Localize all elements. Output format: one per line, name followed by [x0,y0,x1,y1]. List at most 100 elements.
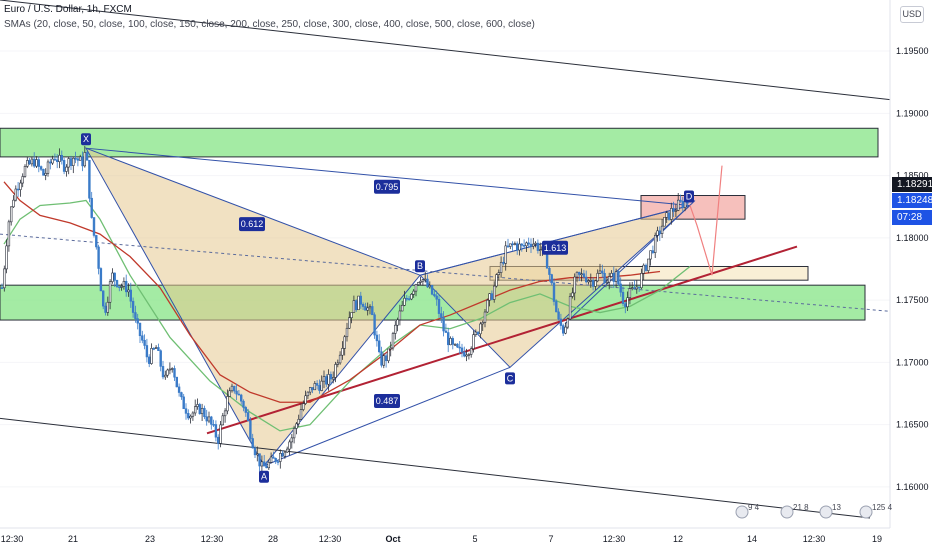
candle-body [373,314,376,336]
candle-body [189,415,192,419]
event-flag-icon [780,505,794,519]
candle-body [488,293,491,301]
candle-body [152,348,155,350]
candle-body [35,159,38,167]
candle-body [198,404,201,415]
candle-body [361,303,365,307]
candle-body [325,376,328,385]
candle-body [16,188,20,191]
candle-body [573,276,576,294]
candle-body [566,318,570,328]
candle-body [143,339,146,346]
candle-body [134,312,137,319]
candle-body [108,281,112,303]
candle-body [428,285,431,288]
candle-body [318,385,321,391]
candle-body [44,172,47,176]
time-tick-label: 12:30 [803,534,826,544]
candle-body [651,250,655,253]
candle-body [39,166,43,170]
candle-body [32,158,36,167]
candle-body [217,436,220,444]
candle-body [444,330,448,333]
candle-body [435,295,438,300]
candle-body [331,377,335,380]
price-tick-label: 1.17000 [896,357,929,367]
candle-body [637,286,641,289]
event-flag-icon [819,505,833,519]
channel-line [0,0,891,101]
candle-body [633,287,636,290]
candle-body [187,413,190,419]
candle-body [51,158,54,164]
ratio-label: 1.613 [544,243,567,253]
candle-body [118,286,121,288]
price-tick-label: 1.16500 [896,420,929,430]
ratio-badge [542,240,568,255]
candle-body [382,355,385,366]
candle-body [407,298,411,300]
time-tick-label: 19 [872,534,882,544]
candle-body [191,412,195,417]
candle-body [154,347,158,349]
candle-body [214,424,218,438]
candle-body [617,271,620,285]
candle-body [341,348,344,356]
currency-button[interactable]: USD [900,6,924,23]
candle-body [548,267,551,275]
candle-body [442,317,445,332]
candle-body [5,245,8,270]
candle-body [203,407,206,418]
bd-leg [419,204,691,276]
candle-body [262,461,266,467]
candle-body [364,306,367,311]
candle-body [28,160,31,165]
candle-body [663,217,666,227]
candle-body [513,243,517,245]
candle-body [295,423,298,429]
candle-body [628,288,632,298]
candle-body [621,291,625,304]
candle-body [336,362,339,365]
candle-body [276,461,280,463]
candle-body [658,230,662,234]
candle-body [594,280,597,287]
sma-price-tag: 1.18248 [892,193,932,208]
zone-rectangle [0,127,879,158]
candle-body [129,289,132,302]
candle-body [603,272,606,284]
candle-body [391,333,395,349]
time-tick-label: 12:30 [201,534,224,544]
candle-body [410,293,413,300]
candle-body [499,261,503,273]
candle-body [106,301,110,313]
indicator-legend[interactable]: SMAs (20, close, 50, close, 100, close, … [4,19,535,30]
candle-body [509,243,512,247]
pattern-point-a: A [261,472,267,482]
candle-body [166,369,169,376]
candle-body [141,335,144,341]
candle-body [614,271,618,282]
candle-body [497,272,500,275]
candle-body [582,273,586,278]
candle-body [279,453,282,462]
candle-body [472,334,475,349]
candle-body [230,385,234,392]
candle-body [267,462,270,469]
candle-body [97,246,100,269]
candle-body [329,374,333,380]
candle-body [90,197,93,218]
event-flag-icon [859,505,873,519]
candle-body [228,390,231,397]
chart-symbol-title[interactable]: Euro / U.S. Dollar, 1h, FXCM [4,4,132,15]
candle-body [260,461,264,467]
candle-body [598,270,602,274]
time-tick-label: 12:30 [603,534,626,544]
candle-body [200,407,204,415]
pattern-point-marker [505,372,515,385]
candle-body [350,312,353,319]
pattern-point-c: C [507,373,514,383]
candle-body [676,199,680,211]
